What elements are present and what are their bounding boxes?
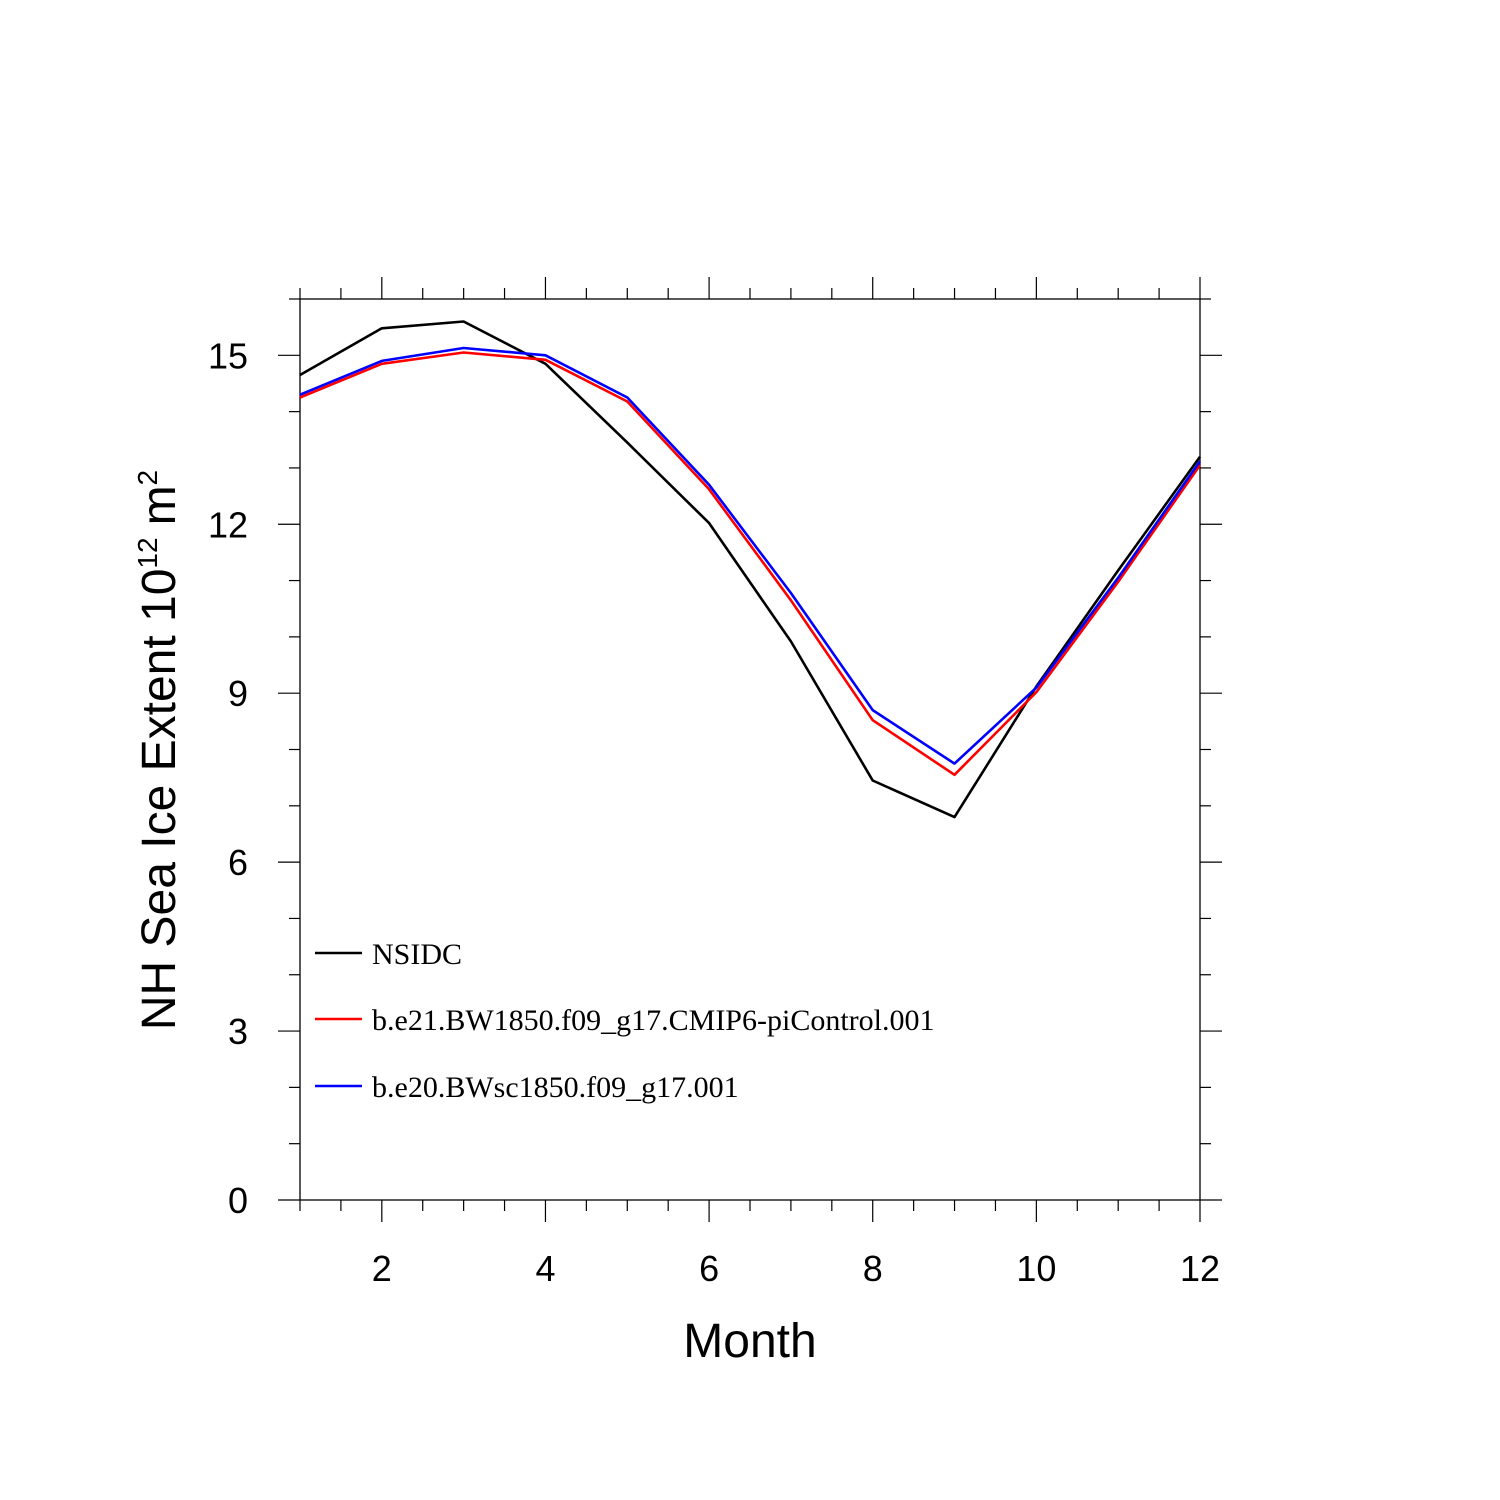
series-line-1 [299,320,1202,819]
x-tick-label: 4 [535,1248,555,1289]
series-lines [299,320,1202,819]
y-axis-title-exponent: 12 [132,537,163,568]
x-tick-label: 12 [1180,1248,1220,1289]
legend: NSIDC b.e21.BW1850.f09_g17.CMIP6-piContro… [315,938,935,1104]
y-tick-label: 0 [228,1180,248,1221]
y-tick-label: 9 [228,673,248,714]
y-tick-label: 15 [208,335,248,376]
x-tick-label: 2 [372,1248,392,1289]
plot-frame [299,298,1201,1201]
y-tick-label: 3 [228,1011,248,1052]
y-axis-title: NH Sea Ice Extent 1012 m2 [132,470,186,1030]
x-tick-label: 10 [1016,1248,1056,1289]
y-axis-title-unit-exponent: 2 [132,470,163,486]
legend-label: NSIDC [372,938,462,971]
tick-labels: 2 4 6 8 10 12 0 3 6 9 12 15 [208,335,1220,1289]
y-axis-title-main: NH Sea Ice Extent 10 [133,569,186,1031]
x-tick-label: 6 [699,1248,719,1289]
series-line-2 [299,351,1202,777]
series-line-3 [299,346,1202,765]
axis-ticks [278,277,1222,1222]
y-axis-title-unit: m [133,485,186,525]
y-tick-label: 12 [208,504,248,545]
x-axis-title: Month [683,1315,816,1368]
legend-label: b.e21.BW1850.f09_g17.CMIP6-piControl.001 [372,1004,935,1037]
y-tick-label: 6 [228,842,248,883]
x-tick-label: 8 [863,1248,883,1289]
legend-label: b.e20.BWsc1850.f09_g17.001 [372,1071,739,1104]
